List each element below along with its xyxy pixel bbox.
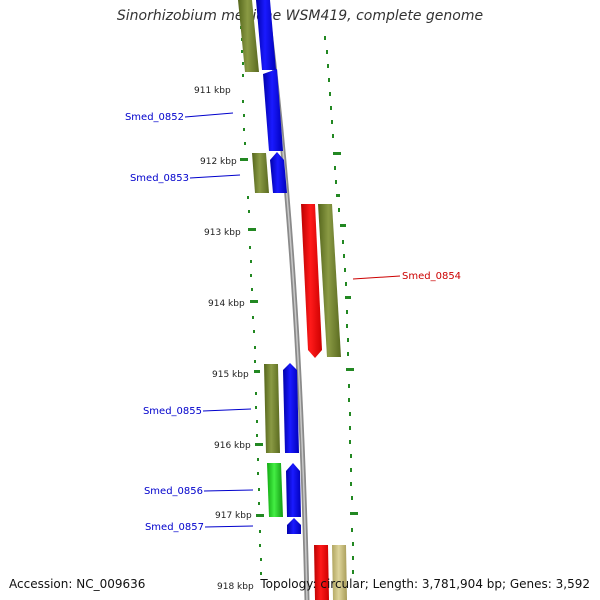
kbp-label: 914 kbp: [208, 299, 245, 309]
kbp-label: 917 kbp: [215, 511, 252, 521]
accession-label: Accession: NC_009636: [9, 577, 146, 591]
callout-line: [189, 174, 241, 179]
cog-track: [238, 0, 347, 600]
map-title: Sinorhizobium medicae WSM419, complete g…: [116, 8, 484, 24]
kbp-label: 912 kbp: [200, 157, 237, 167]
kbp-label: 915 kbp: [212, 370, 249, 380]
cog-block: [318, 204, 341, 357]
cds-arrow-smed-0853: [270, 152, 287, 193]
gene-label-smed-0854[interactable]: Smed_0854: [402, 271, 461, 282]
cog-block: [264, 364, 280, 453]
callout-line: [184, 112, 234, 118]
callout-line: [203, 489, 254, 492]
kbp-label: 913 kbp: [204, 228, 241, 238]
gene-callout-lines: [184, 112, 401, 528]
reverse-cds-track: [301, 204, 329, 600]
cds-arrow-smed-0851: [256, 0, 276, 70]
kbp-label: 918 kbp: [217, 582, 254, 592]
genome-summary: Topology: circular; Length: 3,781,904 bp…: [260, 577, 590, 591]
gene-label-smed-0857[interactable]: Smed_0857: [145, 522, 204, 533]
callout-line: [202, 408, 252, 412]
cog-block: [267, 463, 283, 517]
gc-content-inner-track: [240, 14, 264, 575]
cog-block: [238, 0, 259, 72]
gene-label-smed-0855[interactable]: Smed_0855: [143, 406, 202, 417]
cds-arrow-smed-0857: [287, 518, 301, 534]
gene-labels: Smed_0852 Smed_0853 Smed_0854 Smed_0855 …: [125, 112, 461, 533]
callout-line: [204, 525, 254, 528]
forward-cds-track: [256, 0, 301, 534]
callout-line: [352, 275, 401, 280]
kbp-label: 916 kbp: [214, 441, 251, 451]
cds-arrow-smed-0856: [286, 463, 301, 517]
cog-block: [252, 153, 269, 193]
cds-arrow-smed-0852: [263, 69, 283, 151]
cog-block: [332, 545, 347, 600]
gc-content-outer-track: [324, 36, 358, 574]
kbp-scale: 911 kbp 912 kbp 913 kbp 914 kbp 915 kbp …: [194, 86, 254, 592]
cds-arrow-next: [314, 545, 329, 600]
cds-arrow-smed-0855: [283, 363, 299, 453]
gene-label-smed-0852[interactable]: Smed_0852: [125, 112, 184, 123]
gene-label-smed-0853[interactable]: Smed_0853: [130, 173, 189, 184]
gene-label-smed-0856[interactable]: Smed_0856: [144, 486, 203, 497]
cds-arrow-smed-0854: [301, 204, 322, 358]
kbp-label: 911 kbp: [194, 86, 231, 96]
